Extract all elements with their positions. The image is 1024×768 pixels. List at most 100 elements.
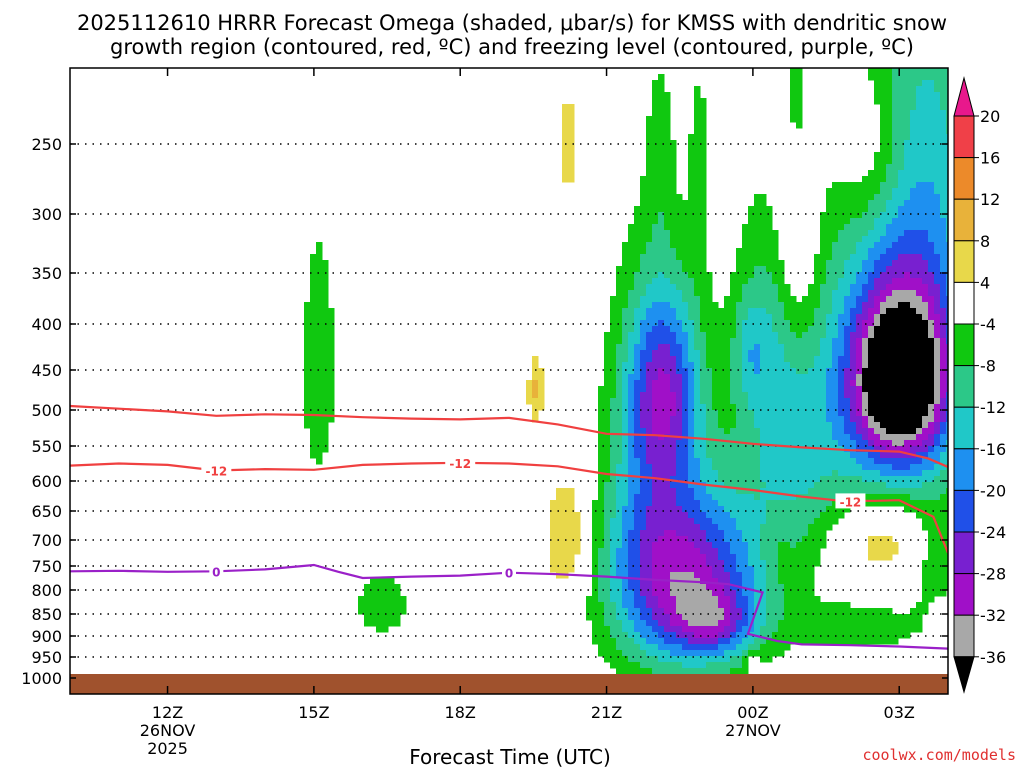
omega-cell xyxy=(838,626,845,633)
omega-cell xyxy=(568,176,575,183)
omega-cell xyxy=(808,500,815,507)
omega-cell xyxy=(844,314,851,321)
omega-cell xyxy=(712,566,719,573)
omega-cell xyxy=(316,296,323,303)
omega-cell xyxy=(940,452,947,459)
omega-cell xyxy=(766,254,773,261)
omega-cell xyxy=(934,482,941,489)
omega-cell xyxy=(652,350,659,357)
omega-cell xyxy=(634,488,641,495)
omega-cell xyxy=(670,320,677,327)
omega-cell xyxy=(634,560,641,567)
omega-cell xyxy=(718,620,725,627)
omega-cell xyxy=(760,482,767,489)
omega-cell xyxy=(634,308,641,315)
omega-cell xyxy=(934,224,941,231)
omega-cell xyxy=(868,632,875,639)
omega-cell xyxy=(934,434,941,441)
omega-cell xyxy=(802,512,809,519)
omega-cell xyxy=(670,536,677,543)
omega-cell xyxy=(316,428,323,435)
omega-cell xyxy=(844,182,851,189)
omega-cell xyxy=(880,332,887,339)
omega-cell xyxy=(562,512,569,519)
omega-cell xyxy=(910,212,917,219)
omega-cell xyxy=(628,428,635,435)
omega-cell xyxy=(862,638,869,645)
omega-cell xyxy=(658,590,665,597)
omega-cell xyxy=(844,350,851,357)
omega-cell xyxy=(874,422,881,429)
omega-cell xyxy=(310,254,317,261)
omega-cell xyxy=(874,362,881,369)
omega-cell xyxy=(778,302,785,309)
omega-cell xyxy=(940,266,947,273)
omega-cell xyxy=(694,302,701,309)
omega-cell xyxy=(820,242,827,249)
omega-cell xyxy=(940,380,947,387)
omega-cell xyxy=(772,284,779,291)
omega-cell xyxy=(904,362,911,369)
omega-cell xyxy=(748,410,755,417)
omega-cell xyxy=(754,302,761,309)
omega-cell xyxy=(838,506,845,513)
omega-cell xyxy=(688,134,695,141)
omega-cell xyxy=(562,488,569,495)
omega-cell xyxy=(610,488,617,495)
omega-cell xyxy=(676,410,683,417)
omega-cell xyxy=(760,272,767,279)
omega-cell xyxy=(664,512,671,519)
omega-cell xyxy=(676,596,683,603)
omega-cell xyxy=(916,494,923,501)
omega-cell xyxy=(814,338,821,345)
omega-cell xyxy=(922,104,929,111)
omega-cell xyxy=(646,290,653,297)
omega-cell xyxy=(808,584,815,591)
omega-cell xyxy=(628,500,635,507)
omega-cell xyxy=(880,176,887,183)
omega-cell xyxy=(916,602,923,609)
omega-cell xyxy=(646,632,653,639)
omega-cell xyxy=(772,650,779,657)
omega-cell xyxy=(706,638,713,645)
omega-cell xyxy=(628,512,635,519)
omega-cell xyxy=(724,512,731,519)
omega-cell xyxy=(646,590,653,597)
omega-cell xyxy=(928,146,935,153)
omega-cell xyxy=(868,242,875,249)
omega-cell xyxy=(658,350,665,357)
omega-cell xyxy=(682,266,689,273)
omega-cell xyxy=(832,212,839,219)
omega-cell xyxy=(940,296,947,303)
omega-cell xyxy=(316,458,323,465)
omega-cell xyxy=(868,254,875,261)
omega-cell xyxy=(634,638,641,645)
omega-cell xyxy=(892,236,899,243)
omega-cell xyxy=(784,500,791,507)
omega-cell xyxy=(892,92,899,99)
colorbar-label: -12 xyxy=(980,398,1006,417)
omega-cell xyxy=(670,656,677,663)
omega-cell xyxy=(688,572,695,579)
omega-cell xyxy=(604,458,611,465)
omega-cell xyxy=(928,140,935,147)
omega-cell xyxy=(694,596,701,603)
omega-cell xyxy=(592,620,599,627)
omega-cell xyxy=(910,110,917,117)
omega-cell xyxy=(922,380,929,387)
omega-cell xyxy=(538,398,545,405)
omega-cell xyxy=(676,260,683,267)
omega-cell xyxy=(904,470,911,477)
omega-cell xyxy=(610,422,617,429)
omega-cell xyxy=(766,548,773,555)
omega-cell xyxy=(316,254,323,261)
omega-cell xyxy=(610,308,617,315)
omega-cell xyxy=(802,530,809,537)
omega-cell xyxy=(718,356,725,363)
omega-cell xyxy=(874,374,881,381)
omega-cell xyxy=(760,470,767,477)
omega-cell xyxy=(700,506,707,513)
omega-cell xyxy=(736,332,743,339)
omega-cell xyxy=(766,416,773,423)
omega-cell xyxy=(706,554,713,561)
